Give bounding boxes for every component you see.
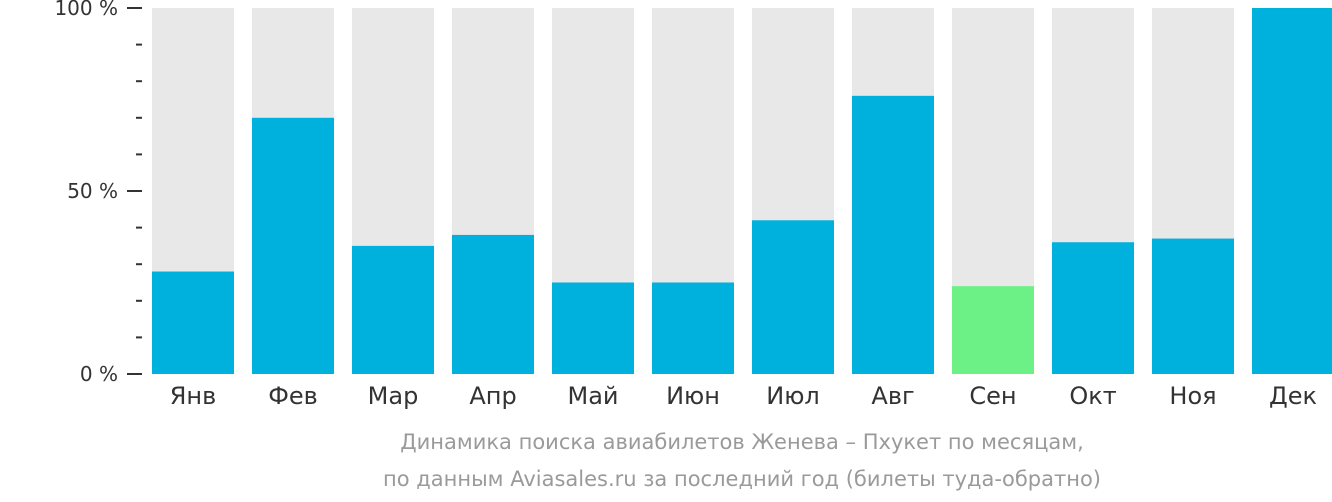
x-tick-label: Янв (170, 382, 217, 410)
x-tick-label: Сен (969, 382, 1016, 410)
y-tick-label: 0 % (80, 362, 118, 386)
bar-chart: 0 % 50 % 100 % Янв Фев Мар Апр Май Июн Июл Авг Сен О… (54, 0, 1332, 410)
bar (352, 245, 434, 374)
y-tick-label: 50 % (67, 179, 118, 203)
x-tick-label: Ноя (1169, 382, 1216, 410)
bar (152, 271, 234, 374)
bar (452, 234, 534, 374)
bar-highlight (952, 286, 1034, 374)
chart-caption-line-1: Динамика поиска авиабилетов Женева – Пху… (400, 430, 1084, 454)
bar (752, 220, 834, 374)
bar (552, 282, 634, 374)
chart-caption-line-2: по данным Aviasales.ru за последний год … (383, 467, 1101, 491)
bar (1152, 238, 1234, 374)
x-tick-label: Дек (1269, 382, 1317, 410)
x-tick-label: Апр (469, 382, 516, 410)
x-tick-label: Июл (766, 382, 820, 410)
x-tick-label: Мар (368, 382, 419, 410)
x-tick-label: Авг (871, 382, 914, 410)
x-tick-label: Июн (666, 382, 720, 410)
bar (652, 282, 734, 374)
x-tick-label: Окт (1069, 382, 1116, 410)
bar (1052, 242, 1134, 374)
bar (1252, 8, 1332, 374)
bar (852, 95, 934, 374)
bar (252, 117, 334, 375)
y-tick-label: 100 % (54, 0, 118, 20)
x-tick-label: Фев (268, 382, 318, 410)
x-tick-label: Май (567, 382, 618, 410)
